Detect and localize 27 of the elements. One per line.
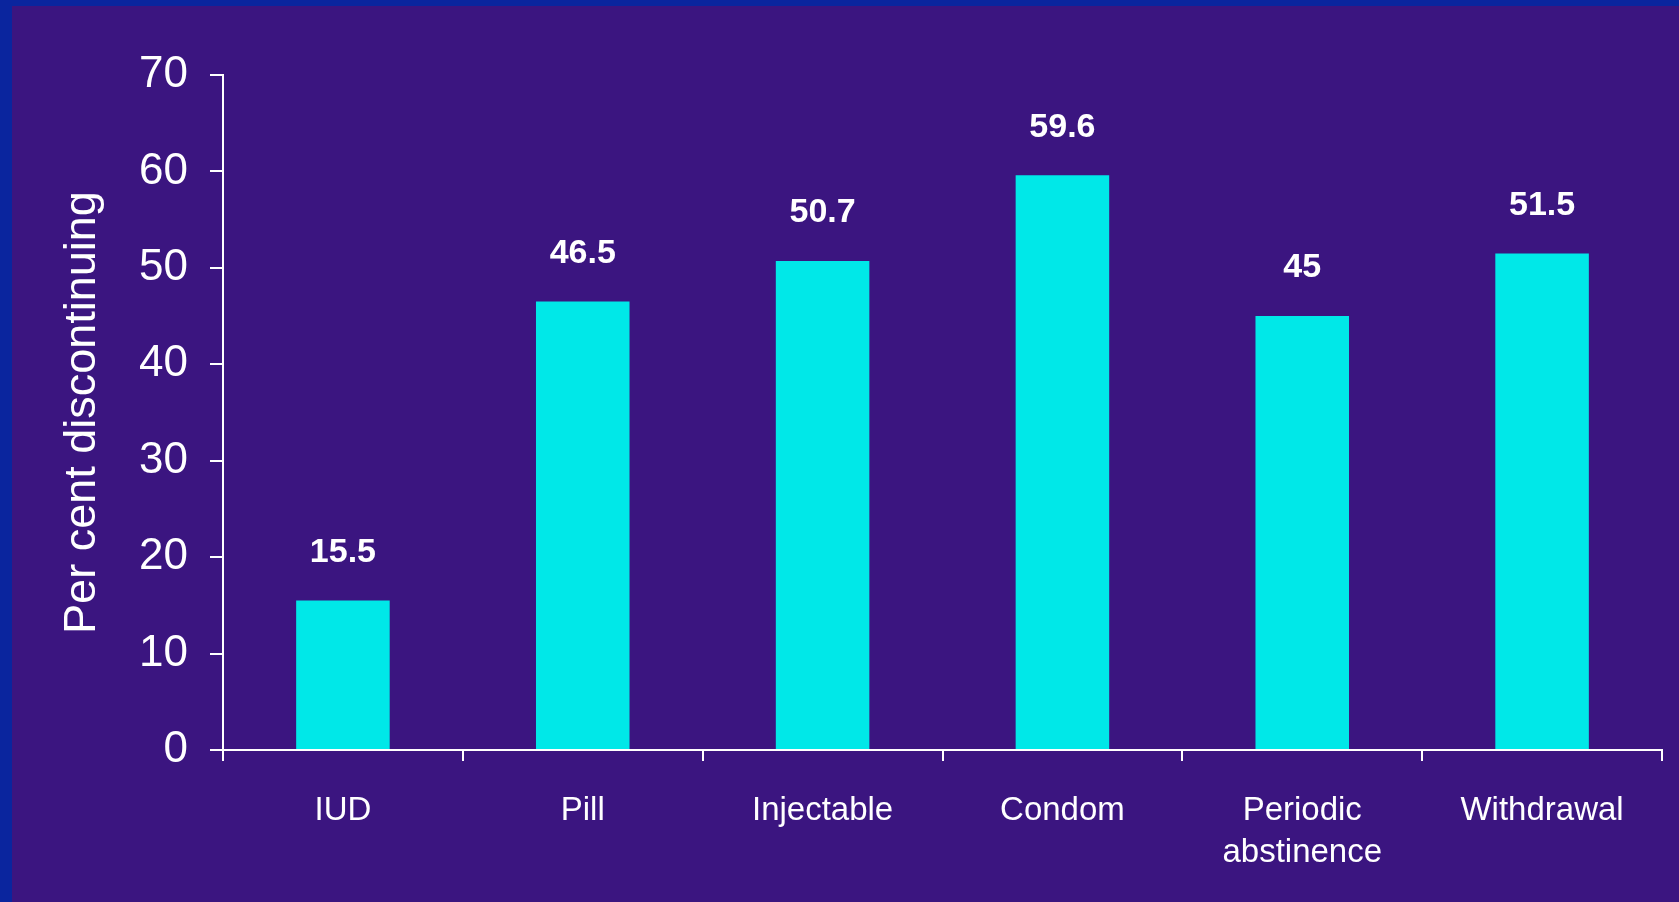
- x-tick-label: Injectable: [751, 789, 894, 827]
- bar: [535, 301, 630, 749]
- data-label: 51.5: [1508, 183, 1576, 222]
- bar: [775, 261, 870, 749]
- y-tick-label: 20: [139, 529, 188, 579]
- y-tick-label: 30: [139, 432, 188, 482]
- y-tick-label: 10: [139, 625, 188, 675]
- bar: [1015, 175, 1110, 749]
- y-tick-label: 50: [139, 240, 188, 289]
- data-label: 46.5: [549, 231, 616, 270]
- data-label: 50.7: [789, 191, 856, 230]
- y-tick-label: 70: [139, 47, 188, 97]
- x-tick-label: Pill: [560, 789, 605, 827]
- y-tick-label: 40: [139, 336, 188, 386]
- y-tick-label: 0: [163, 722, 188, 772]
- y-tick-label: 60: [139, 143, 188, 193]
- x-tick-label: Withdrawal: [1460, 789, 1624, 827]
- data-label: 59.6: [1029, 105, 1096, 144]
- data-label: 15.5: [309, 530, 377, 569]
- y-axis-title: Per cent discontinuing: [54, 191, 106, 634]
- bar: [1495, 253, 1589, 749]
- x-tick-label: Periodic abstinence: [1222, 789, 1383, 870]
- x-tick-label: Condom: [1000, 789, 1125, 827]
- bar: [296, 600, 390, 749]
- x-tick-label: IUD: [314, 789, 372, 827]
- bar: [1255, 316, 1350, 749]
- data-label: 45: [1283, 246, 1322, 285]
